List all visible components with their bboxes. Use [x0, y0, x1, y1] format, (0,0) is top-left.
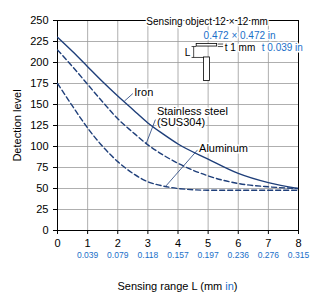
svg-text:Stainless steel(SUS304): Stainless steel(SUS304) — [157, 105, 228, 128]
svg-text:Sensing range L (mm in): Sensing range L (mm in) — [117, 280, 237, 292]
svg-text:0.315: 0.315 — [288, 250, 310, 260]
svg-text:Sensing object 12 × 12 mm: Sensing object 12 × 12 mm — [146, 16, 267, 27]
svg-text:Detection level: Detection level — [11, 89, 23, 161]
svg-text:8: 8 — [295, 237, 301, 249]
svg-text:6: 6 — [235, 237, 241, 249]
svg-text:3: 3 — [145, 237, 151, 249]
svg-text:225: 225 — [30, 35, 48, 47]
svg-text:100: 100 — [30, 140, 48, 152]
svg-text:L: L — [185, 47, 191, 58]
svg-text:0.197: 0.197 — [197, 250, 219, 260]
svg-text:0.157: 0.157 — [167, 250, 189, 260]
svg-text:0.118: 0.118 — [138, 250, 159, 260]
svg-text:Aluminum: Aluminum — [199, 142, 248, 154]
svg-text:0.079: 0.079 — [107, 250, 129, 260]
svg-text:2: 2 — [115, 237, 121, 249]
svg-text:5: 5 — [205, 237, 211, 249]
svg-text:t 1 mm: t 1 mm — [225, 42, 256, 53]
svg-text:75: 75 — [36, 161, 48, 173]
svg-text:25: 25 — [36, 203, 48, 215]
svg-text:1: 1 — [85, 237, 91, 249]
svg-text:4: 4 — [175, 237, 181, 249]
svg-text:150: 150 — [30, 98, 48, 110]
svg-text:0.472 × 0.472 in: 0.472 × 0.472 in — [204, 30, 276, 41]
svg-text:Iron: Iron — [134, 86, 153, 98]
svg-text:250: 250 — [30, 14, 48, 26]
svg-text:0.276: 0.276 — [258, 250, 280, 260]
svg-text:0: 0 — [54, 237, 60, 249]
svg-text:125: 125 — [30, 119, 48, 131]
svg-text:50: 50 — [36, 182, 48, 194]
svg-text:200: 200 — [30, 56, 48, 68]
svg-text:7: 7 — [265, 237, 271, 249]
svg-text:t 0.039 in: t 0.039 in — [262, 42, 303, 53]
svg-text:0.236: 0.236 — [228, 250, 250, 260]
svg-text:0.039: 0.039 — [77, 250, 99, 260]
svg-text:175: 175 — [30, 77, 48, 89]
svg-text:0: 0 — [42, 224, 48, 236]
